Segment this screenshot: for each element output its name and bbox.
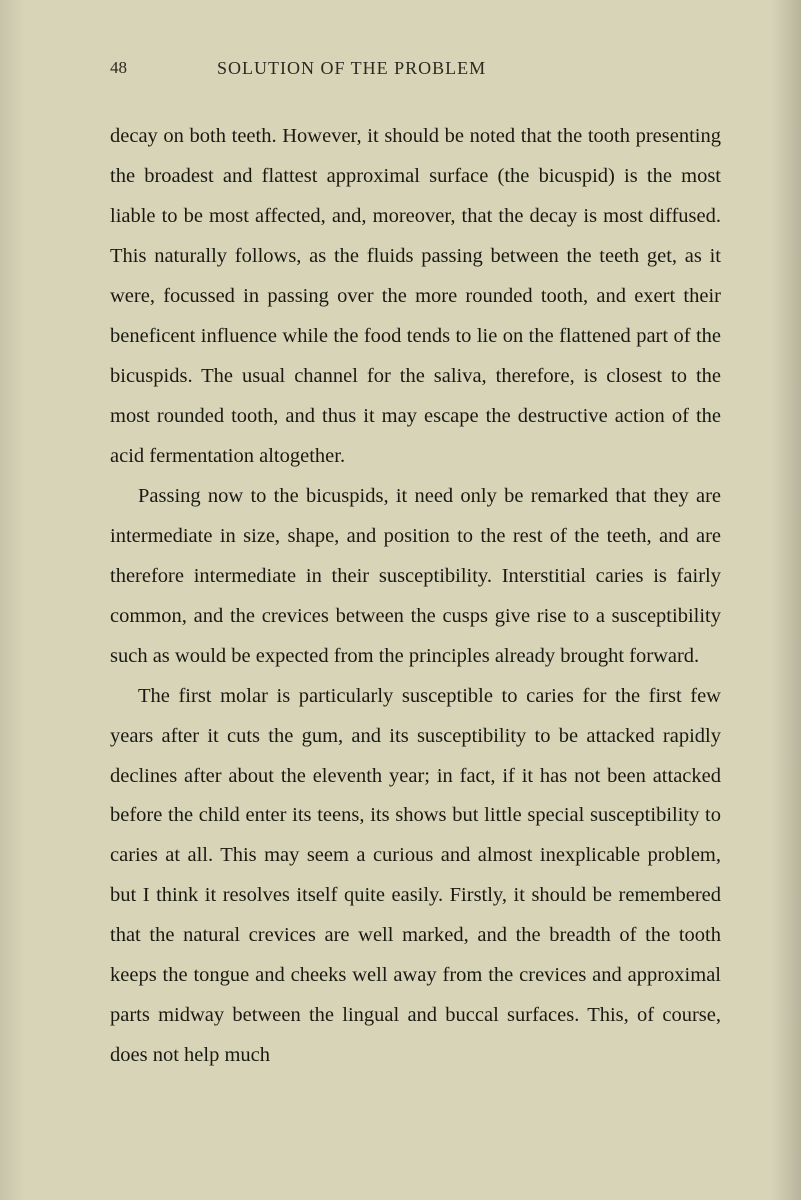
page-edge-shadow xyxy=(771,0,801,1200)
paragraph-1: decay on both teeth. However, it should … xyxy=(110,117,721,477)
paragraph-3: The first molar is particularly suscepti… xyxy=(110,677,721,1077)
spine-shadow xyxy=(0,0,25,1200)
body-text: decay on both teeth. However, it should … xyxy=(110,117,721,1076)
page-header: 48 SOLUTION OF THE PROBLEM xyxy=(110,58,721,79)
page-number: 48 xyxy=(110,58,127,79)
document-page: 48 SOLUTION OF THE PROBLEM decay on both… xyxy=(0,0,801,1200)
running-title: SOLUTION OF THE PROBLEM xyxy=(217,58,486,79)
paragraph-2: Passing now to the bicuspids, it need on… xyxy=(110,477,721,677)
